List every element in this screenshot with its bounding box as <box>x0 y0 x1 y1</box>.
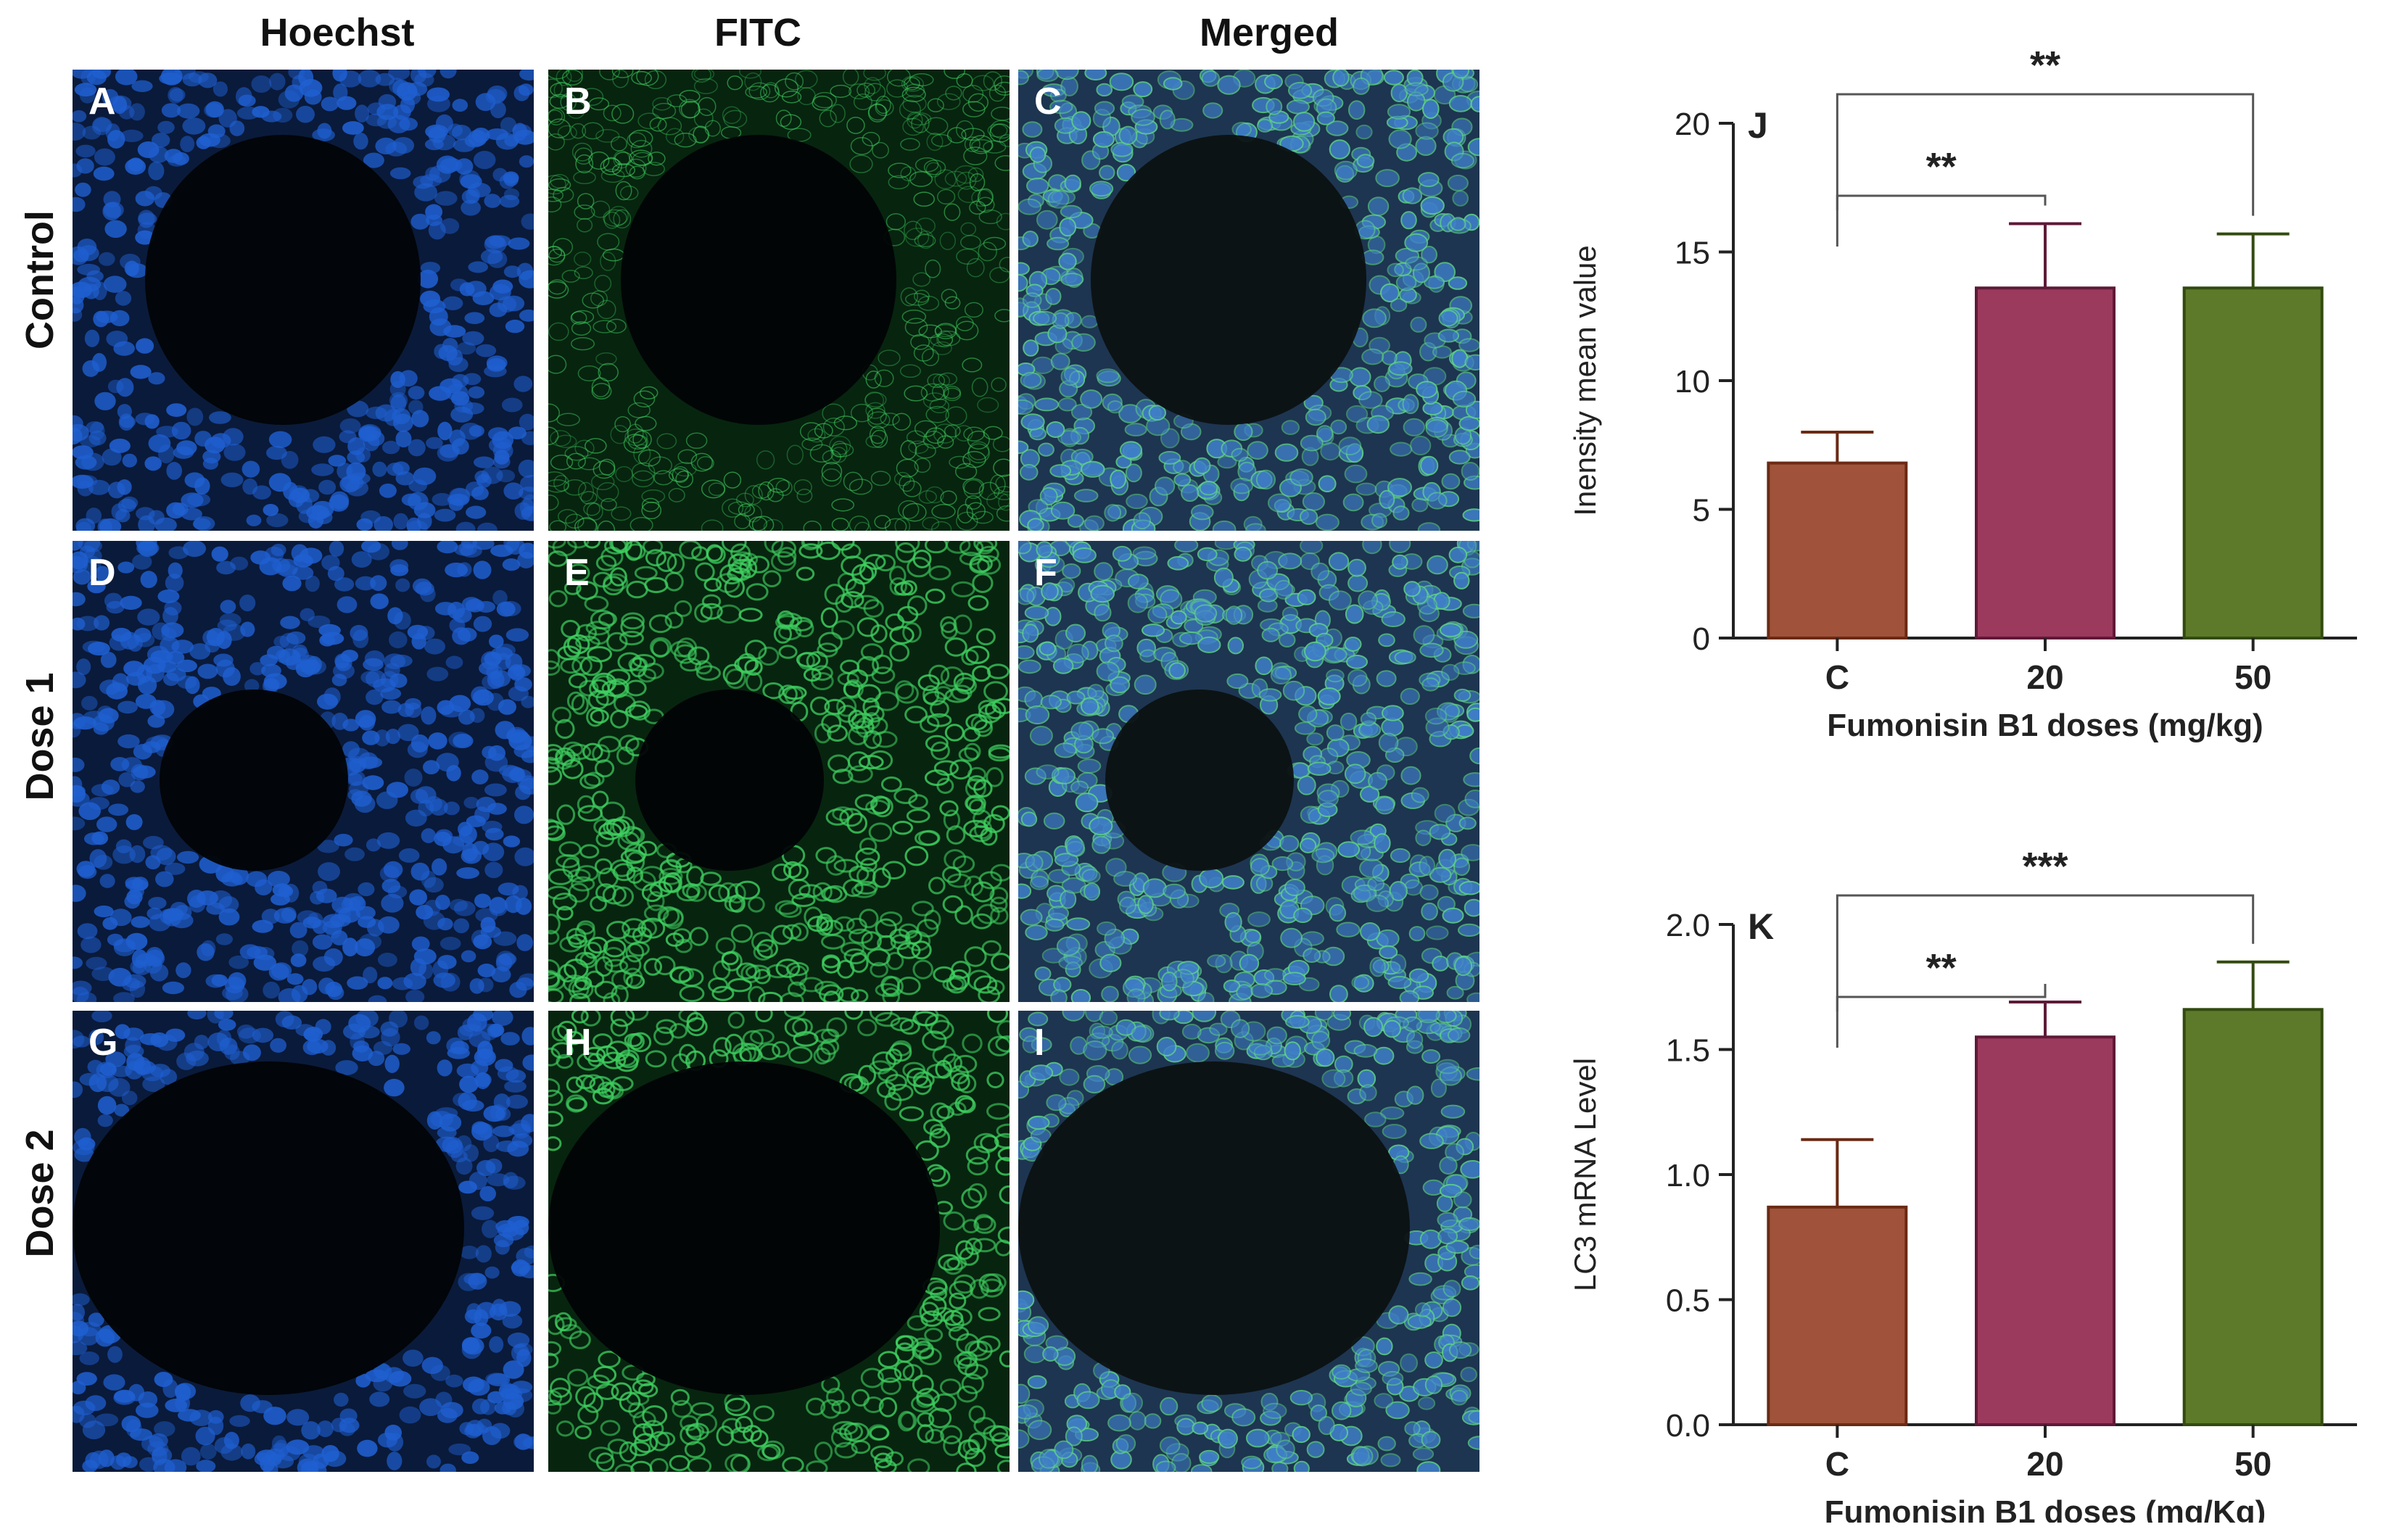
chart-panel-letter: J <box>1748 105 1768 146</box>
bar <box>2182 1008 2324 1427</box>
micrograph-image <box>1018 541 1479 1002</box>
significance-label: ** <box>2030 44 2060 87</box>
bar <box>1975 286 2116 639</box>
micrograph-panel-merged-1: C <box>1018 70 1479 531</box>
micrograph-image <box>548 70 1010 531</box>
micrograph-image <box>1018 1011 1479 1472</box>
x-tick-label: C <box>1825 658 1849 696</box>
panel-letter: E <box>564 552 590 594</box>
y-axis-label: LC3 mRNA Level <box>1568 1058 1602 1291</box>
panel-letter: B <box>564 80 592 123</box>
x-axis-label: Fumonisin B1 doses (mg/kg) <box>1827 708 2263 743</box>
row-label-control: Control <box>18 210 62 349</box>
significance-bracket <box>1836 93 2255 216</box>
y-tick-label: 5 <box>1693 493 1710 529</box>
y-tick-label: 2.0 <box>1666 908 1710 943</box>
micrograph-panel-fitc-1: B <box>548 70 1010 531</box>
column-header-hoechst: Hoechst <box>260 11 415 54</box>
significance-label: ** <box>1926 145 1957 189</box>
column-header-merged: Merged <box>1199 11 1340 54</box>
y-tick-label: 1.0 <box>1666 1158 1710 1193</box>
significance-label: *** <box>2022 845 2068 888</box>
y-tick-label: 15 <box>1675 236 1710 271</box>
micrograph-panel-hoechst-2: D <box>73 541 534 1002</box>
column-header-fitc: FITC <box>714 11 801 54</box>
micrograph-panel-hoechst-3: G <box>73 1011 534 1472</box>
panel-letter: A <box>88 80 116 123</box>
row-label-dose-2: Dose 2 <box>18 1129 62 1258</box>
panel-letter: G <box>88 1022 118 1064</box>
x-tick-label: C <box>1825 1445 1849 1483</box>
micrograph-panel-fitc-2: E <box>548 541 1010 1002</box>
significance-bracket <box>1836 983 2047 1048</box>
panel-letter: I <box>1034 1022 1045 1064</box>
micrograph-image <box>73 541 534 1002</box>
micrograph-image <box>548 1011 1010 1472</box>
y-tick-label: 10 <box>1675 364 1710 400</box>
x-tick-label: 50 <box>2234 658 2271 696</box>
micrograph-panel-merged-3: I <box>1018 1011 1479 1472</box>
chart-panel-letter: K <box>1748 906 1774 947</box>
panel-letter: F <box>1034 552 1057 594</box>
x-tick-label: 20 <box>2026 658 2063 696</box>
panel-letter: H <box>564 1022 592 1064</box>
bar <box>1767 461 1908 639</box>
micrograph-panel-fitc-3: H <box>548 1011 1010 1472</box>
micrograph-panel-merged-2: F <box>1018 541 1479 1002</box>
x-tick-label: 20 <box>2026 1445 2063 1483</box>
bar <box>2182 286 2324 639</box>
y-tick-label: 0 <box>1693 621 1710 657</box>
significance-bracket <box>1836 194 2047 247</box>
micrograph-image <box>548 541 1010 1002</box>
bar <box>1767 1205 1908 1426</box>
bar <box>1975 1035 2116 1426</box>
y-tick-label: 0.0 <box>1666 1408 1710 1444</box>
y-axis-label: Inensity mean value <box>1568 245 1602 516</box>
y-tick-label: 1.5 <box>1666 1033 1710 1069</box>
micrograph-panel-hoechst-1: A <box>73 70 534 531</box>
x-axis-label: Fumonisin B1 doses (mg/Kg) <box>1825 1494 2266 1523</box>
row-label-dose-1: Dose 1 <box>18 672 62 801</box>
panel-letter: C <box>1034 80 1062 123</box>
significance-label: ** <box>1926 946 1957 990</box>
significance-bracket <box>1836 894 2255 1011</box>
micrograph-image <box>73 70 534 531</box>
micrograph-image <box>73 1011 534 1472</box>
panel-letter: D <box>88 552 116 594</box>
bar-charts: 0 5 10 15 20 J C 20 50 Fumonisin B1 doses (mg/kg)… <box>1568 44 2357 1523</box>
y-tick-label: 0.5 <box>1666 1283 1710 1319</box>
micrograph-image <box>1018 70 1479 531</box>
y-tick-label: 20 <box>1675 107 1710 142</box>
x-tick-label: 50 <box>2234 1445 2271 1483</box>
